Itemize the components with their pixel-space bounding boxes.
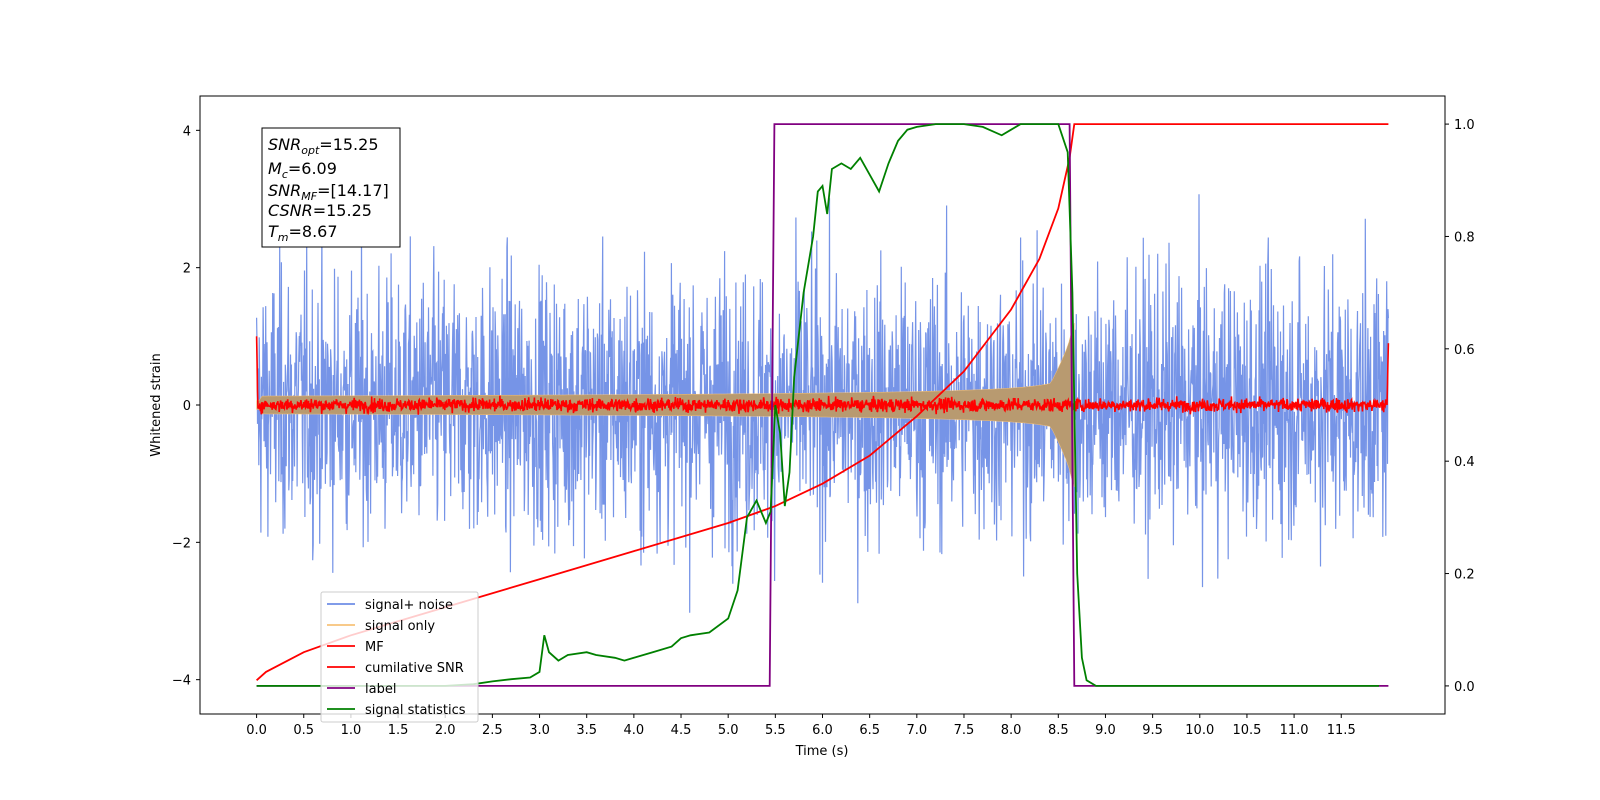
- info-csnr-value: =15.25: [313, 201, 372, 220]
- info-snr-mf-value: =[14.17]: [317, 181, 389, 200]
- x-axis: 0.0 0.5 1.0 1.5 2.0 2.5 3.0 3.5 4.0 4.5 5.0 5.5 6.0 6…: [246, 714, 1356, 738]
- info-tm-sub: m: [278, 231, 289, 244]
- info-snr-opt-value: =15.25: [319, 135, 378, 154]
- y2-tick-label: 1.0: [1454, 118, 1475, 133]
- legend-label: cumilative SNR: [365, 661, 464, 676]
- info-snr-opt-sub: opt: [301, 144, 320, 157]
- info-box-frame: [261, 127, 401, 248]
- x-tick-label: 5.5: [765, 723, 786, 738]
- info-mc-base: M: [268, 159, 282, 178]
- x-tick-label: 11.0: [1280, 723, 1309, 738]
- x-tick-label: 9.0: [1095, 723, 1116, 738]
- x-tick-label: 5.0: [718, 723, 739, 738]
- x-tick-label: 6.5: [859, 723, 880, 738]
- y-tick-label: −2: [172, 536, 191, 551]
- x-tick-label: 10.0: [1185, 723, 1214, 738]
- x-tick-label: 4.0: [624, 723, 645, 738]
- info-snr-mf-base: SNR: [268, 181, 301, 200]
- legend-label: label: [365, 682, 396, 697]
- info-snr-opt-base: SNR: [268, 135, 301, 154]
- info-snr-opt: SNRopt=15.25: [268, 135, 379, 157]
- info-mc-value: =6.09: [288, 159, 337, 178]
- x-tick-label: 2.5: [482, 723, 503, 738]
- info-csnr: CSNR=15.25: [268, 201, 372, 220]
- y2-tick-label: 0.2: [1454, 568, 1475, 583]
- info-mc: Mc=6.09: [268, 159, 337, 181]
- info-tm-value: =8.67: [289, 222, 338, 241]
- info-snr-mf: SNRMF=[14.17]: [268, 181, 389, 203]
- x-tick-label: 7.0: [906, 723, 927, 738]
- legend: signal+ noise signal only MF cumilative SNR…: [320, 591, 479, 723]
- info-tm-base: T: [268, 222, 279, 241]
- x-axis-label: Time (s): [795, 744, 849, 759]
- info-tm: Tm=8.67: [268, 222, 338, 244]
- series-signal-noise-line: [256, 194, 1389, 613]
- x-tick-label: 3.0: [529, 723, 550, 738]
- info-mc-sub: c: [282, 168, 288, 181]
- x-tick-label: 6.0: [812, 723, 833, 738]
- y-axis-left: 4 2 0 −2 −4: [172, 124, 200, 689]
- series-mf-line: [255, 336, 1390, 416]
- legend-label: signal only: [365, 619, 435, 634]
- legend-frame: [320, 591, 479, 723]
- y2-tick-label: 0.0: [1454, 680, 1475, 695]
- x-tick-label: 1.0: [341, 723, 362, 738]
- series-signal-statistics-line: [256, 123, 1379, 687]
- y2-tick-label: 0.8: [1454, 230, 1475, 245]
- x-tick-label: 8.5: [1048, 723, 1069, 738]
- y-tick-label: 2: [183, 262, 191, 277]
- x-tick-label: 0.5: [293, 723, 314, 738]
- legend-label: signal statistics: [365, 703, 466, 718]
- y2-tick-label: 0.4: [1454, 455, 1475, 470]
- x-tick-label: 3.5: [576, 723, 597, 738]
- y-axis-right: 1.0 0.8 0.6 0.4 0.2 0.0: [1445, 118, 1475, 695]
- x-tick-label: 8.0: [1001, 723, 1022, 738]
- info-box: SNRopt=15.25 Mc=6.09 SNRMF=[14.17] CSNR=…: [261, 127, 401, 248]
- y-tick-label: −4: [172, 674, 191, 689]
- y2-tick-label: 0.6: [1454, 343, 1475, 358]
- y-tick-label: 4: [183, 124, 191, 139]
- x-tick-label: 0.0: [246, 723, 267, 738]
- info-csnr-base: CSNR: [268, 201, 313, 220]
- x-tick-label: 4.5: [671, 723, 692, 738]
- x-tick-label: 1.5: [388, 723, 409, 738]
- x-tick-label: 10.5: [1232, 723, 1261, 738]
- legend-label: MF: [365, 640, 384, 655]
- x-tick-label: 9.5: [1142, 723, 1163, 738]
- x-tick-label: 2.0: [435, 723, 456, 738]
- legend-label: signal+ noise: [365, 598, 453, 613]
- info-snr-mf-sub: MF: [301, 190, 317, 203]
- y-tick-label: 0: [183, 399, 191, 414]
- y-axis-label: Whitened strain: [149, 353, 164, 456]
- x-tick-label: 11.5: [1327, 723, 1356, 738]
- x-tick-label: 7.5: [954, 723, 975, 738]
